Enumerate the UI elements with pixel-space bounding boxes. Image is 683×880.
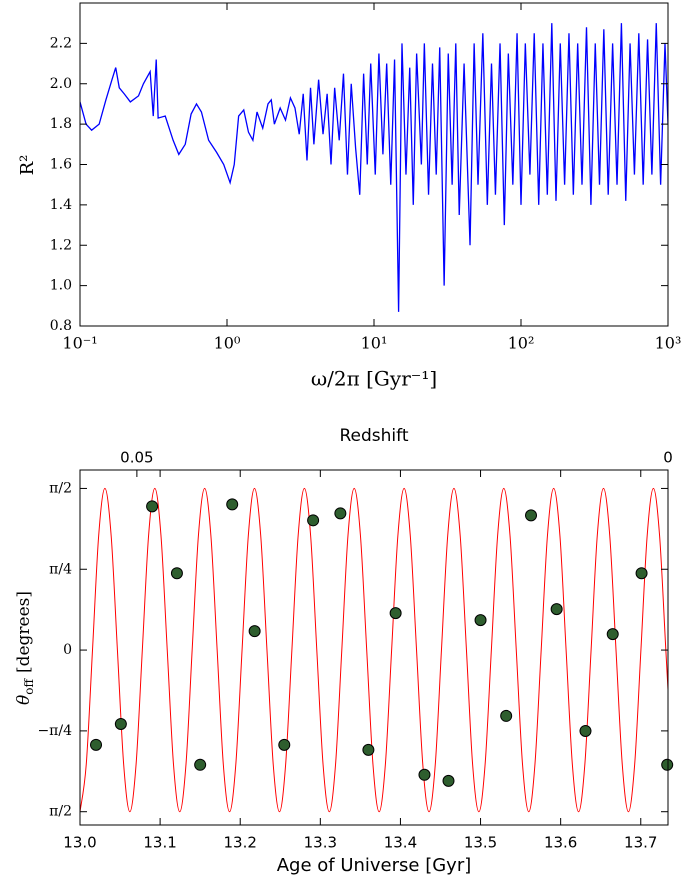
y-tick-label: −π/4 xyxy=(37,723,72,739)
data-point xyxy=(114,717,127,730)
x-tick-label: 13.5 xyxy=(464,834,497,852)
data-point xyxy=(418,768,431,781)
x-tick-label: 10² xyxy=(508,334,535,353)
data-point xyxy=(278,738,291,751)
data-point xyxy=(226,498,239,511)
data-point xyxy=(550,603,563,616)
y-tick-label: 1.2 xyxy=(50,237,72,253)
y-tick-label: 0 xyxy=(63,642,72,658)
y-tick-label: 1.8 xyxy=(50,116,72,132)
y-axis-label: θoff [degrees] xyxy=(14,591,36,705)
x-tick-label: 10⁰ xyxy=(214,334,241,353)
y-tick-label: π/2 xyxy=(49,480,72,496)
data-point xyxy=(146,500,159,513)
data-point xyxy=(579,724,592,737)
plot-area xyxy=(80,23,668,312)
x-tick-label: 13.4 xyxy=(384,834,417,852)
x-tick-label: 10¹ xyxy=(361,334,388,353)
data-point xyxy=(525,509,538,522)
data-point xyxy=(170,567,183,580)
model-curve xyxy=(80,487,668,813)
x-axis-label: Age of Universe [Gyr] xyxy=(277,855,472,876)
data-point xyxy=(248,625,261,638)
data-point xyxy=(442,774,455,787)
y-tick-label: 0.8 xyxy=(50,318,72,334)
axes-frame xyxy=(79,469,669,826)
x-tick-label: 13.1 xyxy=(143,834,176,852)
data-point xyxy=(389,607,402,620)
data-point xyxy=(661,758,674,771)
data-point xyxy=(474,614,487,627)
x-tick-label: 13.2 xyxy=(224,834,257,852)
x-tick-label: 10³ xyxy=(655,334,682,353)
data-point xyxy=(606,628,619,641)
y-label-unit: [degrees] xyxy=(14,591,34,673)
y-tick-label: 2.0 xyxy=(50,76,72,92)
y-label-symbol: θ xyxy=(14,695,34,705)
data-point xyxy=(635,567,648,580)
x-axis-label: ω/2π [Gyr⁻¹] xyxy=(311,367,437,391)
data-point xyxy=(194,758,207,771)
plot-area xyxy=(80,487,668,813)
y-tick-label: 2.2 xyxy=(50,35,72,51)
y-label-subscript: off xyxy=(22,678,36,695)
x-tick-label: 13.6 xyxy=(544,834,577,852)
x2-tick-label: 0 xyxy=(663,449,673,467)
x-tick-label: 13.3 xyxy=(304,834,337,852)
y-tick-label: 1.4 xyxy=(50,197,72,213)
data-point xyxy=(90,738,103,751)
y-axis-label: R² xyxy=(17,155,38,176)
data-point xyxy=(500,709,513,722)
x-tick-label: 13.0 xyxy=(63,834,96,852)
x2-tick-label: 0.05 xyxy=(120,449,153,467)
x-tick-label: 13.7 xyxy=(624,834,657,852)
y-tick-label: 1.0 xyxy=(50,278,72,294)
x-tick-label: 10⁻¹ xyxy=(62,334,97,353)
axes-frame xyxy=(79,2,669,327)
data-point xyxy=(334,507,347,520)
data-point xyxy=(307,514,320,527)
y-tick-label: π/2 xyxy=(49,804,72,820)
y-tick-label: π/4 xyxy=(49,561,72,577)
y-tick-label: 1.6 xyxy=(50,157,72,173)
data-point xyxy=(362,743,375,756)
data-line xyxy=(80,23,668,312)
top-axis-title: Redshift xyxy=(339,426,408,446)
